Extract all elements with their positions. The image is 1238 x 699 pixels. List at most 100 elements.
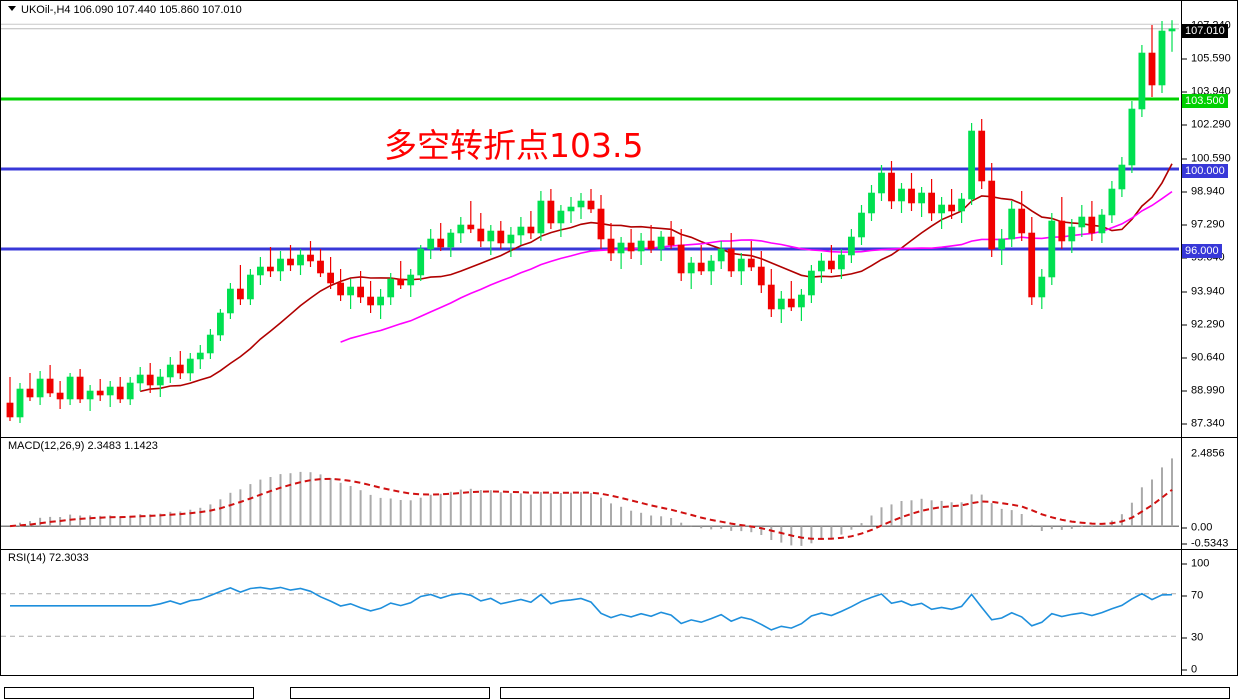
rsi-axis-label: 0 [1191, 663, 1198, 675]
candle [1018, 208, 1026, 234]
price-candles[interactable] [1, 1, 1179, 437]
rsi-axis-divider [1181, 550, 1182, 675]
candle [457, 224, 465, 234]
candle [6, 402, 14, 418]
candle [166, 364, 174, 378]
candle [908, 188, 915, 204]
annotation-text: 多空转折点103.5 [384, 126, 644, 165]
candle [627, 242, 635, 252]
caret-down-icon[interactable] [8, 6, 16, 11]
price-axis-label: 93.940 [1191, 285, 1225, 298]
candle [878, 172, 885, 194]
candle [717, 248, 725, 262]
candle [1048, 220, 1056, 278]
rsi-panel[interactable]: RSI(14) 72.3033 100 70 30 0 [0, 549, 1238, 676]
candle [837, 254, 845, 270]
candle [176, 364, 184, 374]
candle [868, 192, 875, 214]
candle [547, 200, 555, 224]
candle [637, 240, 645, 252]
candle [968, 130, 975, 200]
status-box-3[interactable] [500, 687, 1230, 699]
price-axis-label: 100.590 [1191, 152, 1231, 165]
candle [847, 236, 855, 256]
macd-plot[interactable] [1, 438, 1179, 549]
candle [217, 312, 224, 336]
candle [106, 386, 114, 396]
candle [727, 248, 735, 272]
macd-header: MACD(12,26,9) 2.3483 1.1423 [8, 440, 158, 452]
candle [617, 242, 625, 254]
candle [417, 248, 425, 276]
price-chart-panel[interactable]: UKOil-,H4 106.090 107.440 105.860 107.01… [0, 0, 1238, 438]
candle [1158, 30, 1166, 86]
candle [26, 388, 34, 398]
candle [567, 206, 575, 212]
candle [407, 274, 415, 286]
candle [527, 226, 535, 234]
candle [146, 374, 154, 386]
candle [36, 378, 44, 398]
candle [507, 234, 515, 244]
candle [287, 258, 294, 266]
candle [817, 260, 825, 272]
candle [998, 238, 1006, 250]
candle [737, 258, 745, 272]
level-badge-103.500: 103.500 [1182, 94, 1228, 108]
candle [447, 232, 455, 248]
candle [196, 352, 204, 360]
candle [367, 296, 374, 306]
candle [1098, 214, 1106, 234]
status-box-2[interactable] [290, 687, 490, 699]
candle [297, 254, 304, 266]
candle [186, 358, 194, 374]
candle [327, 272, 334, 284]
candle [126, 382, 134, 400]
candle [647, 240, 655, 250]
candle [467, 224, 475, 230]
price-axis-label: 102.290 [1191, 118, 1231, 131]
price-axis-label: 105.590 [1191, 52, 1231, 65]
candle [797, 294, 805, 308]
candle [1118, 164, 1126, 190]
candle [697, 262, 705, 272]
price-y-axis[interactable]: 107.240105.590103.940102.290100.59098.94… [1179, 1, 1237, 437]
candle [256, 266, 264, 276]
candle [1088, 216, 1096, 234]
rsi-axis-label: 70 [1191, 589, 1204, 602]
status-box-1[interactable] [4, 687, 254, 699]
rsi-plot[interactable] [1, 550, 1179, 675]
candle [16, 388, 24, 418]
candle [377, 296, 384, 306]
candle [517, 226, 525, 236]
candle [607, 238, 615, 254]
price-axis-label: 88.990 [1191, 384, 1225, 397]
candle [707, 260, 715, 272]
symbol-header: UKOil-,H4 106.090 107.440 105.860 107.01… [21, 4, 242, 16]
price-axis-label: 87.340 [1191, 417, 1225, 430]
candle [116, 386, 124, 400]
candle [206, 334, 214, 354]
candle [497, 230, 505, 244]
candle [1168, 28, 1176, 32]
candle [307, 254, 314, 262]
candle [46, 378, 54, 394]
candle [888, 172, 895, 202]
candle [807, 270, 815, 296]
candle [66, 376, 74, 400]
candle [487, 230, 495, 242]
candle [557, 210, 565, 224]
candle [427, 238, 435, 250]
candle [317, 260, 324, 274]
macd-panel[interactable]: MACD(12,26,9) 2.3483 1.1423 2.4856 0.00 -0… [0, 437, 1238, 550]
candle [156, 376, 164, 386]
price-axis-label: 98.940 [1191, 185, 1225, 198]
candle [687, 262, 695, 274]
candle [277, 258, 284, 272]
price-axis-label: 97.290 [1191, 218, 1225, 231]
candle [918, 192, 925, 204]
candle [397, 278, 405, 286]
candle [237, 288, 244, 300]
candle [1078, 216, 1086, 228]
candle [537, 200, 545, 234]
